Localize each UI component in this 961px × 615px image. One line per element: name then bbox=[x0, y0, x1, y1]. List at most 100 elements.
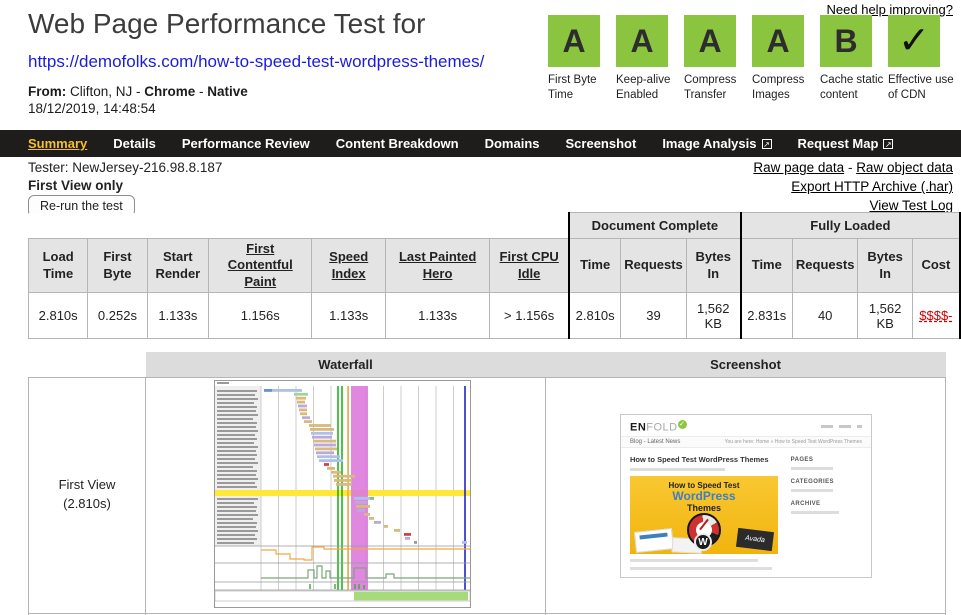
view-mode-label: First View only bbox=[28, 178, 124, 193]
external-link-icon: ↗ bbox=[761, 138, 772, 149]
results-table: Document Complete Fully Loaded Load Time… bbox=[27, 212, 961, 339]
thumb-text-line bbox=[630, 559, 758, 563]
waterfall-chart[interactable] bbox=[214, 379, 471, 608]
grade-compress-images[interactable]: A Compress Images bbox=[752, 15, 804, 103]
media-header-spacer bbox=[28, 352, 146, 377]
nav-summary[interactable]: Summary bbox=[28, 136, 88, 151]
col-fl-requests: Requests bbox=[791, 238, 859, 293]
val-fl-time: 2.831s bbox=[739, 292, 793, 339]
thumb-site-nav bbox=[821, 424, 862, 428]
page-title: Web Page Performance Test for bbox=[28, 8, 426, 39]
val-dc-requests: 39 bbox=[620, 292, 687, 339]
nav-domains[interactable]: Domains bbox=[484, 136, 540, 151]
col-first-contentful-paint: First Contentful Paint bbox=[208, 238, 313, 293]
col-dc-requests: Requests bbox=[620, 238, 687, 293]
nav-request-map[interactable]: Request Map ↗ bbox=[797, 136, 894, 151]
view-test-log-link[interactable]: View Test Log bbox=[869, 198, 953, 213]
val-fl-requests: 40 bbox=[791, 292, 859, 339]
grade-keep-alive[interactable]: A Keep-alive Enabled bbox=[616, 15, 670, 103]
checkmark-icon[interactable]: ✓ bbox=[888, 15, 940, 67]
thumb-sidebar-archive: ARCHIVE bbox=[790, 501, 821, 508]
val-first-byte: 0.252s bbox=[87, 292, 148, 339]
nav-details[interactable]: Details bbox=[113, 136, 156, 151]
thumb-body: How to Speed Test WordPress Themes How t… bbox=[621, 448, 871, 576]
val-cost: $$$$- bbox=[911, 292, 961, 339]
waterfall-cell bbox=[145, 376, 546, 614]
thumb-post-meta bbox=[630, 468, 725, 472]
grade-compress-transfer[interactable]: A Compress Transfer bbox=[684, 15, 736, 103]
val-fl-bytes: 1,562 KB bbox=[857, 292, 913, 339]
val-load-time: 2.810s bbox=[27, 292, 89, 339]
grade-letter[interactable]: B bbox=[820, 15, 872, 67]
val-dc-bytes: 1,562 KB bbox=[685, 292, 742, 339]
grade-label: Keep-alive Enabled bbox=[616, 74, 671, 101]
grade-label: First Byte Time bbox=[548, 74, 597, 101]
grade-label: Compress Images bbox=[752, 74, 805, 101]
thumb-sidebar-pages: PAGES bbox=[790, 457, 814, 464]
cost-link[interactable]: $$$$- bbox=[919, 308, 953, 323]
nav-image-analysis[interactable]: Image Analysis ↗ bbox=[662, 136, 772, 151]
thumb-post-title: How to Speed Test WordPress Themes bbox=[630, 455, 769, 465]
external-link-icon: ↗ bbox=[883, 138, 894, 149]
col-load-time: Load Time bbox=[27, 238, 89, 293]
thumb-breadcrumb: Blog - Latest News bbox=[630, 439, 681, 446]
grade-first-byte[interactable]: A First Byte Time bbox=[548, 15, 600, 103]
val-lph: 1.133s bbox=[384, 292, 491, 339]
wordpress-logo-icon: W bbox=[694, 533, 712, 552]
grade-cdn[interactable]: ✓ Effective use of CDN bbox=[888, 15, 954, 103]
card-graphic: Avada bbox=[735, 528, 775, 552]
test-datetime: 18/12/2019, 14:48:54 bbox=[28, 101, 156, 116]
thumb-sidebar-categories: CATEGORIES bbox=[790, 479, 834, 486]
col-speed-index: Speed Index bbox=[311, 238, 386, 293]
first-view-time: (2.810s) bbox=[63, 496, 111, 511]
col-fl-bytes: Bytes In bbox=[857, 238, 913, 293]
tested-url-link[interactable]: https://demofolks.com/how-to-speed-test-… bbox=[28, 52, 485, 71]
first-view-cell: First View (2.810s) bbox=[28, 376, 146, 614]
col-fl-time: Time bbox=[739, 238, 793, 293]
nav-performance-review[interactable]: Performance Review bbox=[181, 136, 310, 151]
val-cpu-idle: > 1.156s bbox=[489, 292, 570, 339]
grade-letter[interactable]: A bbox=[616, 15, 668, 67]
raw-page-data-link[interactable]: Raw page data bbox=[753, 160, 845, 175]
first-view-label: First View bbox=[58, 477, 116, 493]
group-fully-loaded: Fully Loaded bbox=[740, 212, 961, 239]
col-first-byte: First Byte bbox=[87, 238, 148, 293]
tester-info: Tester: NewJersey-216.98.8.187 bbox=[28, 160, 223, 175]
grade-label: Effective use of CDN bbox=[888, 74, 954, 101]
nav-content-breakdown[interactable]: Content Breakdown bbox=[335, 136, 459, 151]
export-links: Raw page data - Raw object data Export H… bbox=[753, 160, 953, 213]
thumb-featured-image: How to Speed Test WordPress Themes W Ava… bbox=[630, 476, 778, 555]
thumb-breadcrumb-bar: Blog - Latest News You are here: Home » … bbox=[621, 436, 871, 449]
nav-screenshot[interactable]: Screenshot bbox=[565, 136, 637, 151]
media-table: Waterfall Screenshot First View (2.810s) bbox=[28, 352, 946, 615]
grade-cache-static[interactable]: B Cache static content bbox=[820, 15, 883, 103]
col-start-render: Start Render bbox=[146, 238, 210, 293]
grade-letter[interactable]: A bbox=[548, 15, 600, 67]
screenshot-header: Screenshot bbox=[545, 352, 946, 377]
thumb-sidebar: PAGES CATEGORIES ARCHIVE bbox=[790, 455, 862, 570]
next-row-cell bbox=[545, 612, 946, 615]
group-spacer bbox=[28, 212, 570, 239]
grade-letter[interactable]: A bbox=[684, 15, 736, 67]
col-cost: Cost bbox=[911, 238, 961, 293]
thumb-breadcrumb-path: You are here: Home » How to Speed Test W… bbox=[724, 439, 862, 446]
grade-label: Compress Transfer bbox=[684, 74, 737, 101]
need-help-link[interactable]: Need help improving? bbox=[826, 2, 953, 17]
from-label: From: bbox=[28, 84, 67, 99]
grade-letter[interactable]: A bbox=[752, 15, 804, 67]
col-last-painted-hero: Last Painted Hero bbox=[384, 238, 491, 293]
page-screenshot-thumbnail[interactable]: ENFOLD✓ Blog - Latest News You are here:… bbox=[620, 413, 872, 578]
grade-label: Cache static content bbox=[820, 74, 884, 101]
val-fcp: 1.156s bbox=[208, 292, 313, 339]
main-navbar: Summary Details Performance Review Conte… bbox=[0, 130, 961, 157]
thumb-site-header: ENFOLD✓ bbox=[621, 415, 871, 437]
export-har-link[interactable]: Export HTTP Archive (.har) bbox=[791, 179, 953, 194]
raw-object-data-link[interactable]: Raw object data bbox=[856, 160, 953, 175]
grade-badges: A First Byte Time A Keep-alive Enabled A… bbox=[548, 15, 954, 103]
enfold-logo: ENFOLD✓ bbox=[630, 419, 687, 434]
col-first-cpu-idle: First CPU Idle bbox=[489, 238, 570, 293]
card-graphic bbox=[634, 528, 674, 554]
screenshot-cell: ENFOLD✓ Blog - Latest News You are here:… bbox=[545, 376, 946, 614]
val-speed-index: 1.133s bbox=[311, 292, 386, 339]
